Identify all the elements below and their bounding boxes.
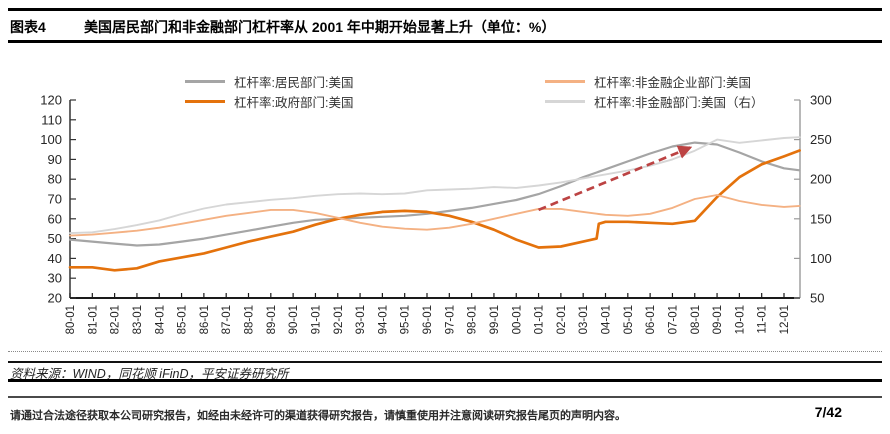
series-line-0 bbox=[68, 141, 801, 247]
top-rule bbox=[8, 8, 882, 11]
legend-item-0: 杠杆率:居民部门:美国 bbox=[185, 71, 545, 91]
x-axis-label: 91-01 bbox=[310, 305, 322, 334]
x-axis-label: 87-01 bbox=[221, 305, 233, 334]
y-axis-right-label: 50 bbox=[810, 291, 824, 306]
legend-swatch-icon bbox=[185, 79, 225, 83]
footer-rule bbox=[8, 396, 882, 398]
x-axis-label: 96-01 bbox=[422, 305, 434, 334]
legend-label: 杠杆率:居民部门:美国 bbox=[234, 75, 354, 90]
title-bottom-rule bbox=[8, 40, 882, 43]
legend-item-1: 杠杆率:政府部门:美国 bbox=[185, 91, 545, 111]
x-axis-label: 94-01 bbox=[377, 305, 389, 334]
x-axis-label: 02-01 bbox=[556, 305, 568, 334]
x-axis-label: 93-01 bbox=[355, 305, 367, 334]
x-axis-label: 08-01 bbox=[690, 305, 702, 334]
disclaimer-text: 请通过合法途径获取本公司研究报告，如经由未经许可的渠道获得研究报告，请慎重使用并… bbox=[10, 410, 626, 422]
series-line-2 bbox=[69, 194, 801, 237]
legend-label: 杠杆率:非金融企业部门:美国 bbox=[594, 75, 751, 90]
y-axis-left-label: 110 bbox=[41, 112, 62, 127]
x-axis-label: 92-01 bbox=[333, 305, 345, 334]
series-line-3 bbox=[69, 136, 801, 235]
x-axis-label: 83-01 bbox=[132, 305, 144, 334]
x-axis-label: 11-01 bbox=[757, 305, 769, 334]
y-axis-right-label: 100 bbox=[810, 251, 832, 266]
x-axis-label: 97-01 bbox=[444, 305, 456, 334]
x-axis-label: 00-01 bbox=[511, 305, 523, 334]
source-note: 资料来源：WIND，同花顺 iFinD，平安证券研究所 bbox=[10, 367, 289, 381]
x-axis-label: 05-01 bbox=[623, 305, 635, 334]
trend-arrow-annotation bbox=[538, 145, 693, 212]
legend-label: 杠杆率:非金融部门:美国（右） bbox=[594, 95, 764, 110]
chart-legend: 杠杆率:居民部门:美国 杠杆率:政府部门:美国 杠杆率:非金融企业部门:美国 杠杆率:… bbox=[185, 71, 763, 111]
x-axis-label: 04-01 bbox=[601, 305, 613, 334]
y-axis-left-label: 90 bbox=[48, 152, 62, 167]
y-axis-left-label: 50 bbox=[48, 231, 62, 246]
legend-swatch-icon bbox=[185, 99, 225, 103]
x-axis-label: 81-01 bbox=[87, 305, 99, 334]
y-axis-right-label: 200 bbox=[810, 172, 832, 187]
y-axis-left-label: 80 bbox=[48, 172, 62, 187]
y-axis-right-label: 250 bbox=[810, 132, 832, 147]
legend-label: 杠杆率:政府部门:美国 bbox=[234, 95, 354, 110]
figure-title: 美国居民部门和非金融部门杠杆率从 2001 年中期开始显著上升（单位：%） bbox=[84, 19, 556, 35]
x-axis-label: 89-01 bbox=[266, 305, 278, 334]
x-axis-label: 86-01 bbox=[199, 305, 211, 334]
y-axis-left-label: 20 bbox=[48, 291, 62, 306]
series-line-1 bbox=[68, 149, 801, 272]
y-axis-left-label: 30 bbox=[48, 271, 62, 286]
page-number: 7/42 bbox=[814, 404, 842, 420]
source-top-rule bbox=[8, 361, 882, 363]
legend-item-2: 杠杆率:非金融企业部门:美国 bbox=[545, 71, 763, 91]
figure-tag: 图表4 bbox=[10, 19, 46, 35]
y-axis-left-label: 100 bbox=[40, 132, 62, 147]
y-axis-right-label: 300 bbox=[810, 93, 832, 108]
x-axis-label: 12-01 bbox=[779, 305, 791, 334]
x-axis-label: 84-01 bbox=[154, 305, 166, 334]
y-axis-left-label: 60 bbox=[48, 211, 62, 226]
x-axis-label: 82-01 bbox=[110, 305, 122, 334]
x-axis-label: 85-01 bbox=[177, 305, 189, 334]
legend-item-3: 杠杆率:非金融部门:美国（右） bbox=[545, 91, 763, 111]
leverage-line-chart: 120 110 100 90 80 70 60 50 40 30 20 300 250 200 150 100… bbox=[40, 93, 832, 335]
x-axis-label: 03-01 bbox=[578, 305, 590, 334]
x-axis-label: 07-01 bbox=[667, 305, 679, 334]
x-axis-label: 98-01 bbox=[467, 305, 479, 334]
figure-bottom-dotted-rule bbox=[8, 351, 882, 352]
y-axis-right-label: 150 bbox=[810, 211, 832, 226]
figure-title-row: 图表4 美国居民部门和非金融部门杠杆率从 2001 年中期开始显著上升（单位：%） bbox=[10, 17, 880, 37]
x-axis-label: 01-01 bbox=[534, 305, 546, 334]
x-axis-label: 90-01 bbox=[288, 305, 300, 334]
x-axis-label: 09-01 bbox=[712, 305, 724, 334]
x-axis-label: 10-01 bbox=[734, 305, 746, 334]
source-bottom-rule bbox=[8, 379, 882, 382]
y-axis-left-label: 120 bbox=[40, 93, 62, 108]
x-axis-label: 95-01 bbox=[400, 305, 412, 334]
x-axis-label: 99-01 bbox=[489, 305, 501, 334]
y-axis-left-label: 40 bbox=[48, 251, 62, 266]
x-axis-label: 80-01 bbox=[65, 305, 77, 334]
x-axis-label: 06-01 bbox=[645, 305, 657, 334]
legend-swatch-icon bbox=[545, 79, 585, 83]
legend-swatch-icon bbox=[545, 99, 585, 103]
x-axis-label: 88-01 bbox=[244, 305, 256, 334]
y-axis-left-label: 70 bbox=[48, 192, 62, 207]
